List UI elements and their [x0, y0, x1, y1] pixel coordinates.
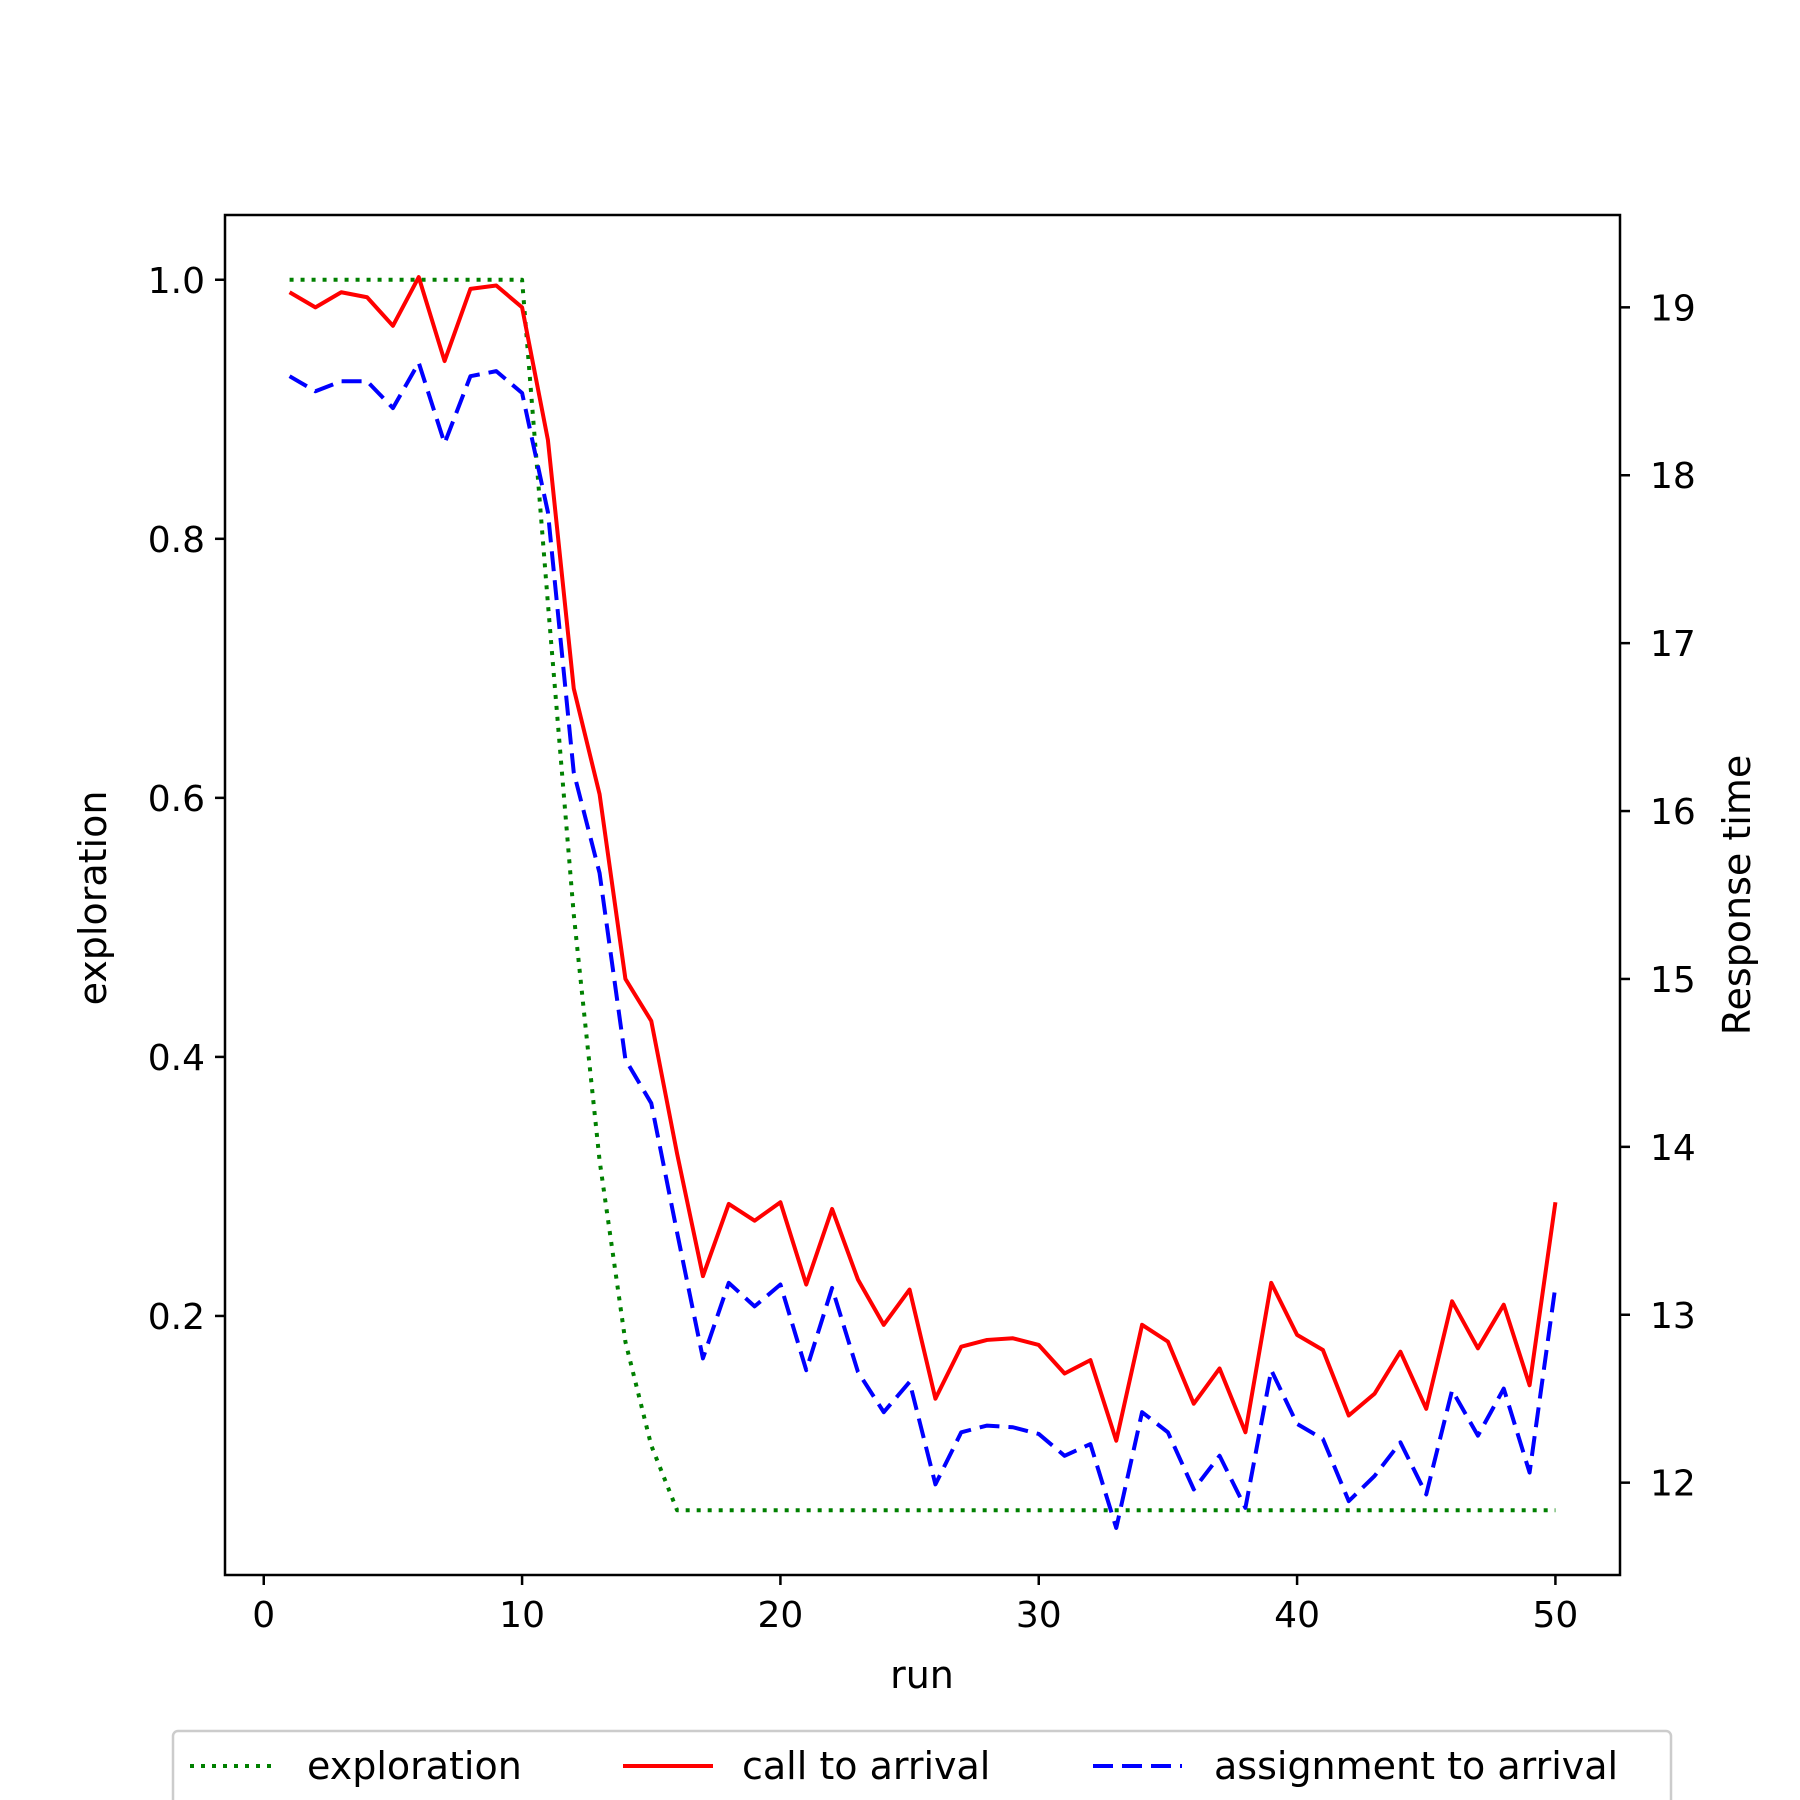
right-y-tick-label: 14 [1650, 1128, 1696, 1169]
right-y-tick-label: 17 [1650, 624, 1696, 665]
right-y-tick-label: 15 [1650, 960, 1696, 1001]
series-line-assignment-to-arrival [288, 360, 1558, 1530]
legend-items: exploration call to arrival assignment to … [190, 1744, 1618, 1788]
x-tick-label: 40 [1274, 1595, 1320, 1636]
left-y-tick-label: 1.0 [148, 261, 205, 302]
right-y-tick-label: 13 [1650, 1296, 1696, 1337]
right-y-axis-label: Response time [1715, 755, 1759, 1035]
left-y-tick-label: 0.8 [148, 520, 205, 561]
x-tick-label: 10 [499, 1595, 545, 1636]
legend: exploration call to arrival assignment to … [171, 1729, 1673, 1800]
right-y-axis-ticks: 12 13 14 15 16 17 18 19 [1620, 288, 1696, 1505]
left-y-tick-label: 0.4 [148, 1038, 205, 1079]
x-axis-label: run [890, 1653, 954, 1697]
left-y-tick-label: 0.6 [148, 779, 205, 820]
x-tick-label: 20 [758, 1595, 804, 1636]
series-layer [288, 275, 1558, 1530]
left-y-axis-ticks: 0.2 0.4 0.6 0.8 1.0 [148, 261, 225, 1338]
legend-label: assignment to arrival [1214, 1744, 1618, 1788]
right-y-tick-label: 16 [1650, 792, 1696, 833]
x-tick-label: 30 [1016, 1595, 1062, 1636]
legend-box [171, 1729, 1673, 1800]
left-y-axis-label: exploration [71, 791, 115, 1006]
right-y-tick-label: 19 [1650, 288, 1696, 329]
x-axis-ticks: 0 10 20 30 40 50 [252, 1575, 1578, 1636]
right-y-tick-label: 12 [1650, 1464, 1696, 1505]
left-y-tick-label: 0.2 [148, 1297, 205, 1338]
plot-frame [223, 213, 1622, 1577]
series-line-call-to-arrival [288, 275, 1558, 1443]
right-y-tick-label: 18 [1650, 456, 1696, 497]
series-line-exploration [289, 277, 1556, 1513]
x-tick-label: 50 [1533, 1595, 1579, 1636]
legend-label: call to arrival [742, 1744, 990, 1788]
legend-label: exploration [307, 1744, 522, 1788]
x-tick-label: 0 [252, 1595, 275, 1636]
